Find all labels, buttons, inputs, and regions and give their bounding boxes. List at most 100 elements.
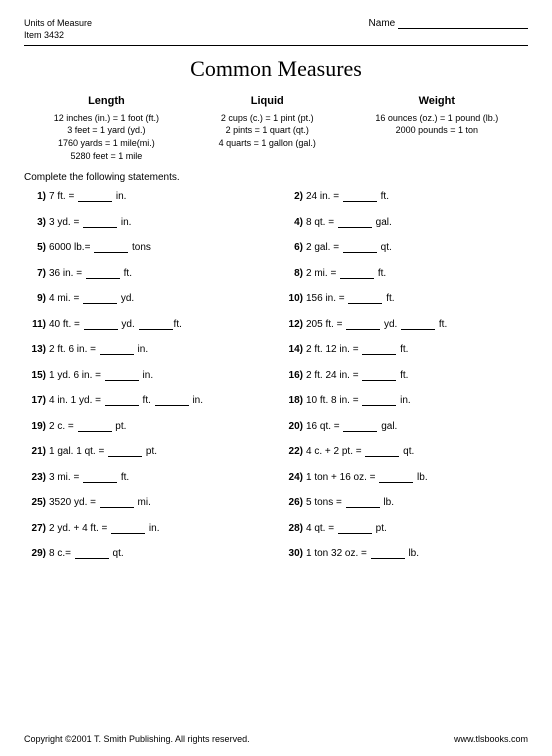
ref-heading: Length [54,94,159,109]
question-number: 13) [24,344,46,355]
answer-blank[interactable] [108,456,142,457]
ref-column: Weight16 ounces (oz.) = 1 pound (lb.)200… [375,94,498,162]
answer-blank[interactable] [84,329,118,330]
question: 13)2 ft. 6 in. = in. [24,344,271,355]
item-info: Units of Measure Item 3432 [24,18,92,41]
question: 16)2 ft. 24 in. = ft. [281,370,528,381]
answer-blank[interactable] [365,456,399,457]
question: 23)3 mi. = ft. [24,472,271,483]
website-url: www.tlsbooks.com [454,734,528,744]
answer-blank[interactable] [343,431,377,432]
question: 12)205 ft. = yd. ft. [281,319,528,330]
answer-blank[interactable] [86,278,120,279]
questions-grid: 1)7 ft. = in.2)24 in. = ft.3)3 yd. = in.… [24,191,528,559]
question-number: 18) [281,395,303,406]
answer-blank[interactable] [78,201,112,202]
subject-line: Units of Measure [24,18,92,30]
question: 25)3520 yd. = mi. [24,497,271,508]
question-number: 3) [24,217,46,228]
answer-blank[interactable] [346,507,380,508]
question: 6)2 gal. = qt. [281,242,528,253]
answer-blank[interactable] [105,405,139,406]
question-number: 19) [24,421,46,432]
question-number: 20) [281,421,303,432]
answer-blank[interactable] [83,227,117,228]
question: 27)2 yd. + 4 ft. = in. [24,523,271,534]
answer-blank[interactable] [338,533,372,534]
question-number: 28) [281,523,303,534]
answer-blank[interactable] [401,329,435,330]
name-field: Name [369,18,528,29]
question-number: 17) [24,395,46,406]
answer-blank[interactable] [105,380,139,381]
question-number: 8) [281,268,303,279]
answer-blank[interactable] [362,380,396,381]
question: 22)4 c. + 2 pt. = qt. [281,446,528,457]
question-number: 22) [281,446,303,457]
ref-column: Length12 inches (in.) = 1 foot (ft.)3 fe… [54,94,159,162]
question-number: 23) [24,472,46,483]
answer-blank[interactable] [348,303,382,304]
question-number: 27) [24,523,46,534]
question: 28)4 qt. = pt. [281,523,528,534]
answer-blank[interactable] [78,431,112,432]
question: 20)16 qt. = gal. [281,421,528,432]
question: 30)1 ton 32 oz. = lb. [281,548,528,559]
question-number: 21) [24,446,46,457]
copyright: Copyright ©2001 T. Smith Publishing. All… [24,734,250,744]
question-number: 26) [281,497,303,508]
question-number: 9) [24,293,46,304]
answer-blank[interactable] [338,227,372,228]
answer-blank[interactable] [343,201,377,202]
question-number: 30) [281,548,303,559]
ref-row: 5280 feet = 1 mile [54,150,159,163]
answer-blank[interactable] [83,303,117,304]
question-number: 4) [281,217,303,228]
question: 2)24 in. = ft. [281,191,528,202]
question: 8)2 mi. = ft. [281,268,528,279]
question-number: 16) [281,370,303,381]
question: 3)3 yd. = in. [24,217,271,228]
answer-blank[interactable] [340,278,374,279]
answer-blank[interactable] [379,482,413,483]
question: 15)1 yd. 6 in. = in. [24,370,271,381]
ref-heading: Liquid [219,94,316,109]
question-number: 12) [281,319,303,330]
question-number: 1) [24,191,46,202]
question: 26)5 tons = lb. [281,497,528,508]
answer-blank[interactable] [83,482,117,483]
answer-blank[interactable] [100,354,134,355]
question-number: 10) [281,293,303,304]
answer-blank[interactable] [139,329,173,330]
question: 14)2 ft. 12 in. = ft. [281,344,528,355]
question-number: 14) [281,344,303,355]
question-number: 15) [24,370,46,381]
name-label: Name [369,18,396,29]
answer-blank[interactable] [94,252,128,253]
answer-blank[interactable] [155,405,189,406]
ref-row: 2000 pounds = 1 ton [375,124,498,137]
question-number: 24) [281,472,303,483]
answer-blank[interactable] [362,405,396,406]
answer-blank[interactable] [75,558,109,559]
ref-row: 2 pints = 1 quart (qt.) [219,124,316,137]
answer-blank[interactable] [343,252,377,253]
question: 10)156 in. = ft. [281,293,528,304]
question: 24)1 ton + 16 oz. = lb. [281,472,528,483]
answer-blank[interactable] [111,533,145,534]
name-blank[interactable] [398,28,528,29]
page-footer: Copyright ©2001 T. Smith Publishing. All… [24,734,528,744]
answer-blank[interactable] [371,558,405,559]
answer-blank[interactable] [100,507,134,508]
question-number: 11) [24,319,46,330]
ref-row: 1760 yards = 1 mile(mi.) [54,137,159,150]
question-number: 5) [24,242,46,253]
question: 17)4 in. 1 yd. = ft. in. [24,395,271,406]
answer-blank[interactable] [346,329,380,330]
question: 18)10 ft. 8 in. = in. [281,395,528,406]
question: 21)1 gal. 1 qt. = pt. [24,446,271,457]
question: 7)36 in. = ft. [24,268,271,279]
question: 19)2 c. = pt. [24,421,271,432]
answer-blank[interactable] [362,354,396,355]
instructions: Complete the following statements. [24,172,528,183]
